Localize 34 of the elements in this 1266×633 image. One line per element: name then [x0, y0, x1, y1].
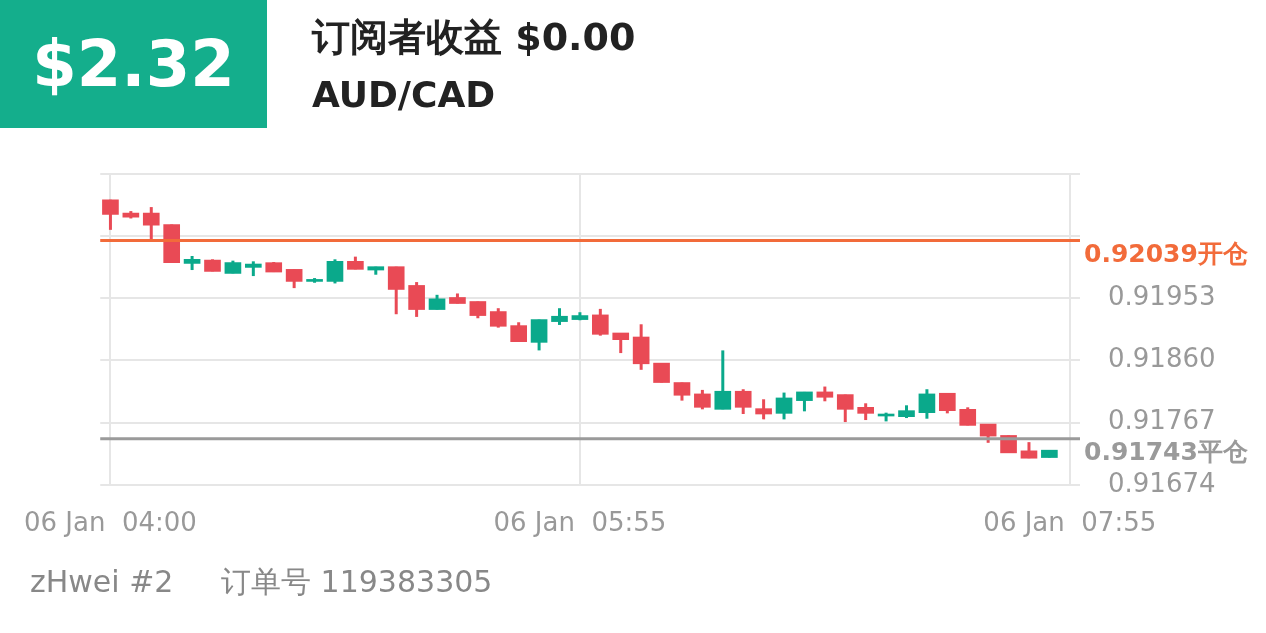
ref-line-label: 0.92039开仓	[1084, 238, 1248, 268]
chart-subtitle: AUD/CAD	[312, 74, 496, 115]
x-tick-label: 06 Jan 04:00	[24, 507, 197, 538]
candlestick	[755, 399, 772, 420]
candlestick	[836, 394, 854, 424]
candlestick	[959, 407, 977, 426]
candlestick	[510, 322, 528, 343]
y-tick-label: 0.91953	[1108, 280, 1216, 311]
candlestick	[694, 388, 711, 410]
text: zHwei #2 订单号 119383305	[30, 563, 493, 601]
candlestick	[530, 319, 548, 351]
candlestick	[918, 389, 936, 419]
candlestick	[285, 269, 303, 290]
candlestick	[387, 266, 405, 316]
chart-title: 订阅者收益 $0.00	[312, 14, 636, 61]
candlestick	[591, 307, 609, 336]
candlestick	[326, 259, 344, 284]
candlestick	[714, 350, 732, 410]
candlestick	[102, 199, 119, 230]
y-tick-label: 0.91767	[1108, 405, 1216, 436]
ref-line-label: 0.91743平仓	[1084, 436, 1248, 466]
candlestick	[734, 389, 752, 415]
x-tick-label: 06 Jan 05:55	[493, 507, 667, 538]
candlestick	[653, 362, 670, 383]
candlestick	[938, 392, 956, 414]
candlestick	[775, 392, 793, 420]
y-tick-label: 0.91674	[1108, 467, 1216, 498]
candlestick	[489, 308, 507, 328]
candlestick	[142, 207, 160, 240]
y-tick-label: 0.91860	[1108, 343, 1216, 374]
x-tick-label: 06 Jan 07:55	[983, 507, 1157, 538]
candlestick	[979, 423, 997, 443]
candlestick	[673, 382, 691, 401]
badge: $2.32	[0, 0, 267, 128]
